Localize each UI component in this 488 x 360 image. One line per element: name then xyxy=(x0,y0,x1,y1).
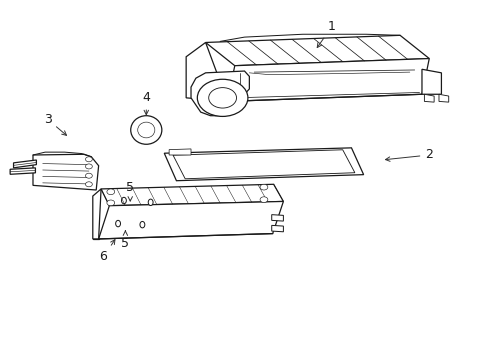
Text: 3: 3 xyxy=(43,113,66,135)
Circle shape xyxy=(197,79,247,116)
Polygon shape xyxy=(173,150,354,179)
Text: 4: 4 xyxy=(142,91,150,115)
Ellipse shape xyxy=(121,197,126,204)
Circle shape xyxy=(85,157,92,162)
Polygon shape xyxy=(118,221,142,228)
Text: 5: 5 xyxy=(126,181,134,201)
Polygon shape xyxy=(205,35,428,66)
Polygon shape xyxy=(10,168,35,174)
Circle shape xyxy=(260,184,267,190)
Text: 6: 6 xyxy=(100,240,115,263)
Ellipse shape xyxy=(130,116,162,144)
Polygon shape xyxy=(438,94,448,102)
Text: 2: 2 xyxy=(385,148,432,162)
Polygon shape xyxy=(169,149,191,155)
Polygon shape xyxy=(33,154,99,190)
Polygon shape xyxy=(101,184,283,206)
Circle shape xyxy=(85,182,92,187)
Polygon shape xyxy=(421,69,441,94)
Polygon shape xyxy=(164,148,363,181)
Polygon shape xyxy=(93,189,101,239)
Ellipse shape xyxy=(116,220,120,227)
Circle shape xyxy=(107,189,115,195)
Polygon shape xyxy=(271,215,283,221)
Polygon shape xyxy=(123,198,150,205)
Text: 5: 5 xyxy=(121,231,129,250)
Text: 1: 1 xyxy=(317,20,335,48)
Polygon shape xyxy=(227,59,428,102)
Circle shape xyxy=(85,164,92,169)
Ellipse shape xyxy=(140,221,144,228)
Circle shape xyxy=(107,200,115,206)
Polygon shape xyxy=(186,42,227,102)
Polygon shape xyxy=(99,202,283,239)
Ellipse shape xyxy=(148,199,153,206)
Circle shape xyxy=(85,173,92,178)
Circle shape xyxy=(260,197,267,203)
Circle shape xyxy=(208,87,236,108)
Polygon shape xyxy=(271,225,283,232)
Polygon shape xyxy=(14,160,36,168)
Ellipse shape xyxy=(138,122,155,138)
Polygon shape xyxy=(191,71,249,116)
Polygon shape xyxy=(424,94,433,102)
